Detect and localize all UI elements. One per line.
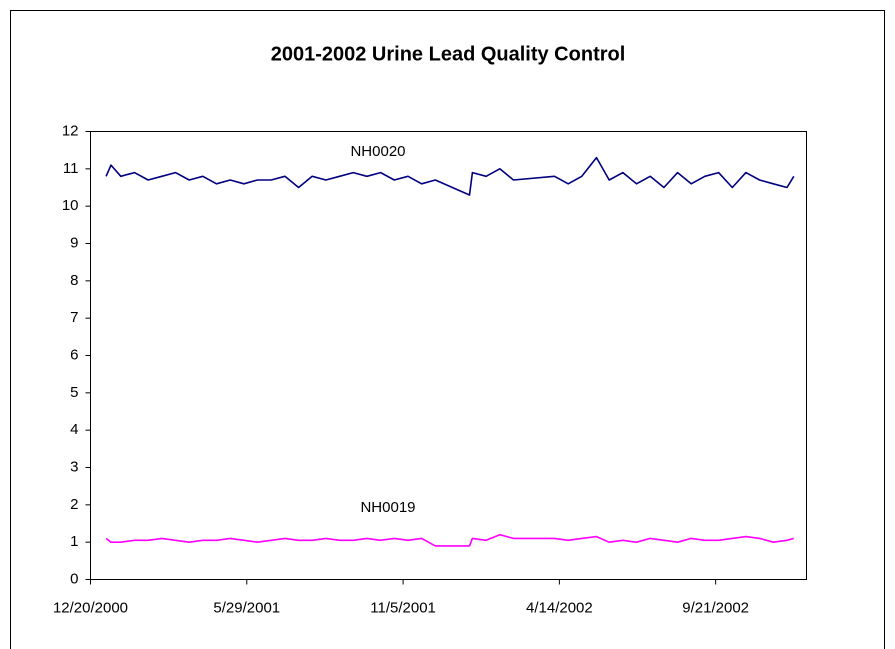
x-tick-label: 9/21/2002: [682, 599, 749, 616]
y-tick-label: 11: [63, 160, 79, 177]
chart-title: 2001-2002 Urine Lead Quality Control: [271, 43, 626, 65]
y-tick-label: 3: [70, 458, 78, 475]
y-tick-label: 9: [70, 234, 78, 251]
x-tick-label: 11/5/2001: [370, 599, 436, 616]
y-tick-label: 2: [70, 496, 78, 513]
series-line: [105, 533, 795, 547]
y-tick-label: 5: [70, 384, 78, 401]
x-tick-label: 12/20/2000: [53, 599, 128, 616]
y-tick-label: 1: [70, 533, 78, 550]
y-tick-label: 6: [70, 346, 78, 363]
annotation: NH0019: [360, 499, 415, 516]
x-tick-label: 4/14/2002: [526, 599, 593, 616]
y-tick-label: 4: [70, 421, 78, 438]
x-tick-label: 5/29/2001: [213, 599, 280, 616]
y-tick-label: 7: [70, 309, 78, 326]
y-tick-label: 12: [62, 122, 79, 139]
series-line: [105, 156, 795, 196]
annotation: NH0020: [350, 143, 405, 160]
y-tick-label: 0: [70, 570, 78, 587]
chart-frame: [10, 10, 885, 649]
y-tick-label: 10: [62, 197, 79, 214]
y-tick-label: 8: [70, 272, 78, 289]
